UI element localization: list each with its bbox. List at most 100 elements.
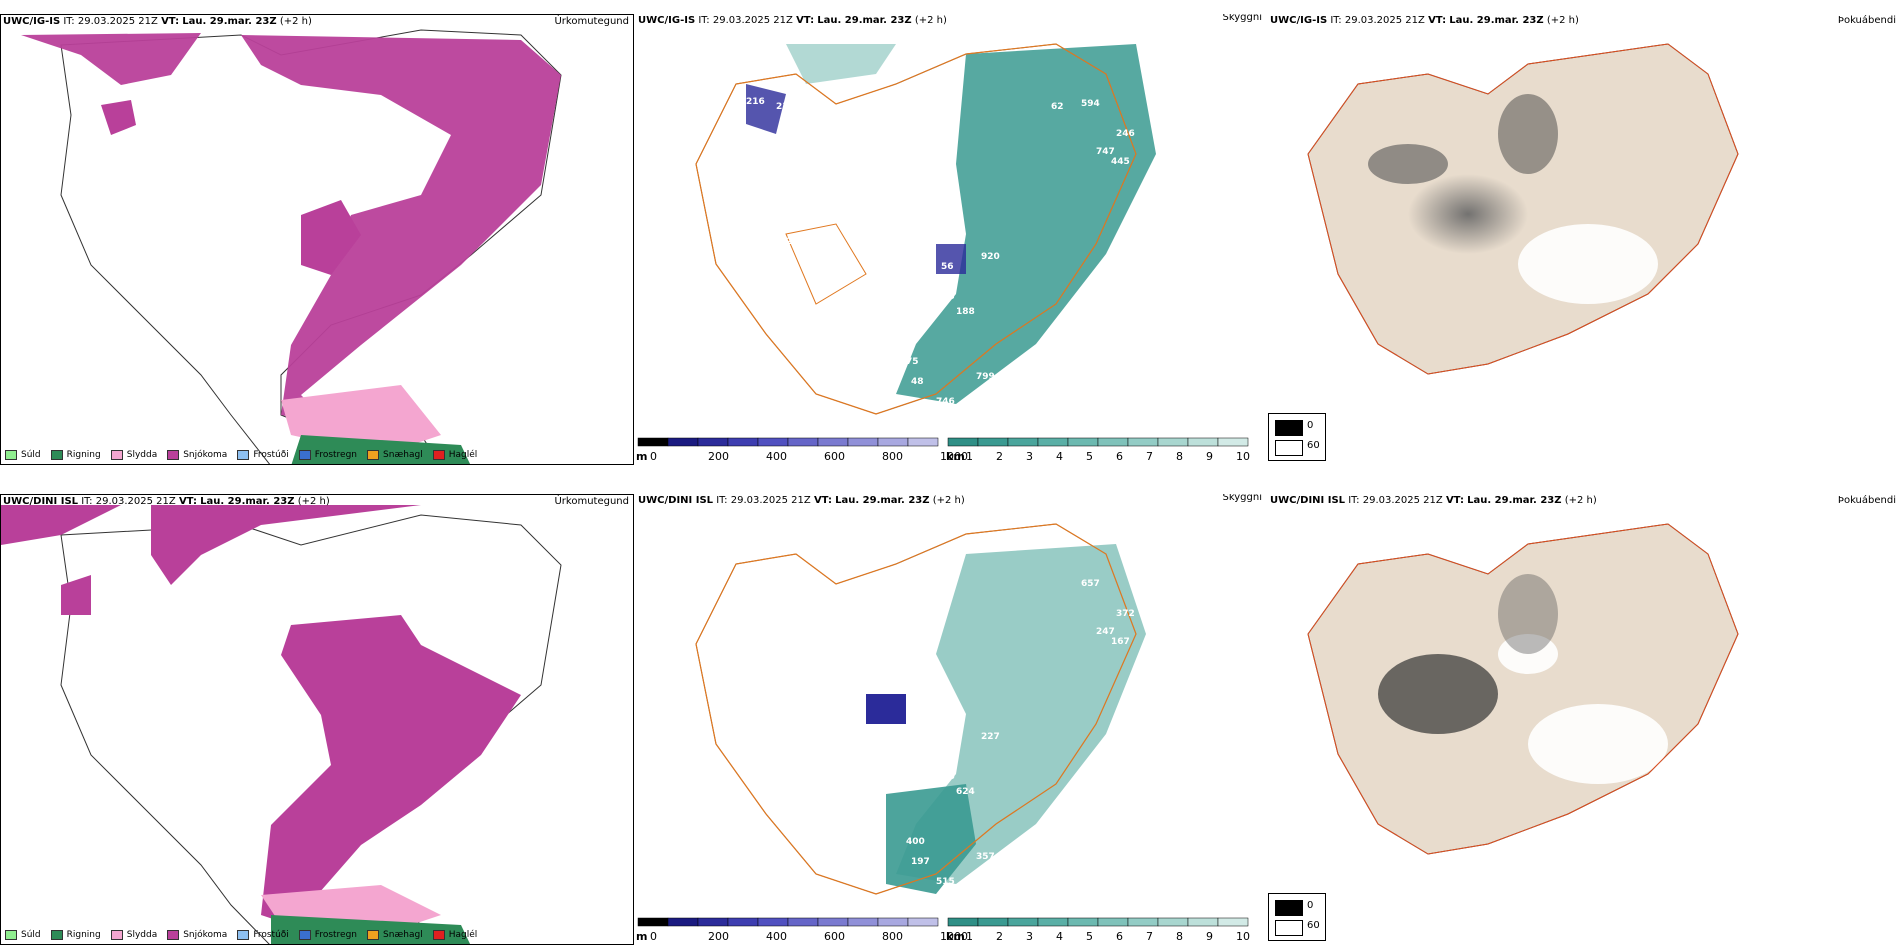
legend-item: Snjókoma xyxy=(167,930,227,940)
model-name: UWC/DINI ISL xyxy=(1270,495,1346,506)
init-time: IT: 29.03.2025 21Z xyxy=(698,15,793,26)
colorbar-cell xyxy=(697,917,729,927)
colorbar-cell xyxy=(1217,437,1249,447)
colorbar-tick: 5 xyxy=(1086,450,1093,463)
colorbar-cell xyxy=(1127,437,1159,447)
visibility-value: 266 xyxy=(1091,317,1110,327)
colorbar-unit: m xyxy=(636,930,647,943)
colorbar-tick: 6 xyxy=(1116,930,1123,943)
colorbar-cell xyxy=(1037,917,1069,927)
colorbar-cell xyxy=(817,917,849,927)
colorbar-tick: 800 xyxy=(882,450,903,463)
legend-item: Snæhagl xyxy=(367,930,423,940)
fog-light-label: 60 xyxy=(1307,440,1320,451)
colorbar-tick: 7 xyxy=(1146,930,1153,943)
fog-light-label: 60 xyxy=(1307,920,1320,931)
legend-label: Frostregn xyxy=(314,450,358,460)
colorbar-tick: 1 xyxy=(966,450,973,463)
visibility-value: 634 xyxy=(1141,187,1160,197)
visibility-value: 56 xyxy=(941,262,954,272)
lead-time: (+2 h) xyxy=(279,16,312,27)
colorbar-cell xyxy=(667,437,699,447)
visibility-panel-top: 216 21 31 03 10 20 95 92 56 165 188 920 594 246 747 445… xyxy=(636,14,1268,465)
init-time: IT: 29.03.2025 21Z xyxy=(63,16,158,27)
colorbar-tick: 0 xyxy=(650,450,657,463)
legend-swatch xyxy=(5,930,17,940)
valid-time: Lau. 29.mar. 23Z xyxy=(182,16,277,27)
colorbar-cell xyxy=(977,437,1009,447)
valid-time-label: VT: xyxy=(813,495,832,506)
field-label: Skyggni xyxy=(1222,494,1262,503)
colorbar-tick: 8 xyxy=(1176,930,1183,943)
visibility-value: 400 xyxy=(906,837,925,847)
legend-item: Slydda xyxy=(110,930,157,940)
valid-time-label: VT: xyxy=(1445,495,1464,506)
precip-legend: Súld Rigning Slydda Snjókoma Frostúði Frostre… xyxy=(5,450,477,460)
colorbar-cell xyxy=(637,917,669,927)
colorbar-tick: 600 xyxy=(824,450,845,463)
visibility-value: 202 xyxy=(876,747,895,757)
valid-time-label: VT: xyxy=(1428,15,1447,26)
legend-item: Súld xyxy=(5,930,41,940)
legend-label: Frostregn xyxy=(314,930,358,940)
fog-legend-bottom: 0 60 xyxy=(1268,893,1326,941)
visibility-value: 197 xyxy=(911,857,930,867)
visibility-value: 10 xyxy=(806,212,819,222)
legend-label: Snjókoma xyxy=(183,450,228,460)
init-time: IT: 29.03.2025 21Z xyxy=(1330,15,1425,26)
visibility-value: 21 xyxy=(776,102,789,112)
visibility-value: 20 xyxy=(786,237,799,247)
legend-swatch xyxy=(167,450,180,460)
legend-swatch xyxy=(298,930,311,940)
precip-map-bottom xyxy=(1,505,562,944)
visibility-value: 515 xyxy=(936,877,955,887)
colorbar-tick: 2 xyxy=(996,930,1003,943)
visibility-value: 747 xyxy=(1096,147,1115,157)
legend-swatch xyxy=(298,450,311,460)
colorbar-cell xyxy=(1187,437,1219,447)
panel-header: UWC/DINI ISL IT: 29.03.2025 21Z VT: Lau.… xyxy=(638,495,965,506)
lead-time: (+2 h) xyxy=(297,496,330,507)
valid-time-label: VT: xyxy=(161,16,180,27)
colorbar-cell xyxy=(1097,437,1129,447)
visibility-value: 644 xyxy=(1146,277,1165,287)
legend-label: Súld xyxy=(21,930,41,940)
visibility-value: 372 xyxy=(1116,609,1135,619)
visibility-value: 71 xyxy=(1146,757,1159,767)
colorbar-tick: 1000 xyxy=(940,930,968,943)
colorbar-cell xyxy=(1067,917,1099,927)
legend-swatch xyxy=(110,930,123,940)
visibility-value: 942 xyxy=(1001,397,1020,407)
colorbar-cell xyxy=(787,917,819,927)
legend-swatch xyxy=(110,450,123,460)
visibility-value: 62 xyxy=(1051,102,1064,112)
visibility-value: 576 xyxy=(1091,797,1110,807)
legend-label: Rigning xyxy=(66,450,101,460)
field-label: Þokuábendi xyxy=(1837,15,1896,26)
colorbar-tick: 1000 xyxy=(940,450,968,463)
colorbar-cell xyxy=(907,917,939,927)
colorbar-cell xyxy=(667,917,699,927)
colorbar-cell xyxy=(727,917,759,927)
panel-header: UWC/IG-IS IT: 29.03.2025 21Z VT: Lau. 29… xyxy=(638,15,947,26)
colorbar-cell xyxy=(907,437,939,447)
legend-label: Slydda xyxy=(126,450,158,460)
visibility-value: 222 xyxy=(1061,352,1080,362)
precip-legend: Súld Rigning Slydda Snjókoma Frostúði Frostre… xyxy=(5,930,477,940)
fog-panel-bottom: UWC/DINI ISL IT: 29.03.2025 21Z VT: Lau.… xyxy=(1268,494,1900,945)
visibility-value: 247 xyxy=(1096,627,1115,637)
model-name: UWC/DINI ISL xyxy=(638,495,714,506)
visibility-value: 48 xyxy=(891,762,904,772)
valid-time: Lau. 29.mar. 23Z xyxy=(200,496,295,507)
colorbar-cell xyxy=(727,437,759,447)
visibility-value: 03 xyxy=(816,127,829,137)
fog-map-bottom xyxy=(1307,523,1739,855)
lead-time: (+2 h) xyxy=(932,495,965,506)
visibility-value: 20 xyxy=(1056,817,1069,827)
visibility-value: 357 xyxy=(976,852,995,862)
legend-item: Haglél xyxy=(432,930,477,940)
visibility-value: 445 xyxy=(1111,157,1130,167)
field-label: Skyggni xyxy=(1222,14,1262,23)
